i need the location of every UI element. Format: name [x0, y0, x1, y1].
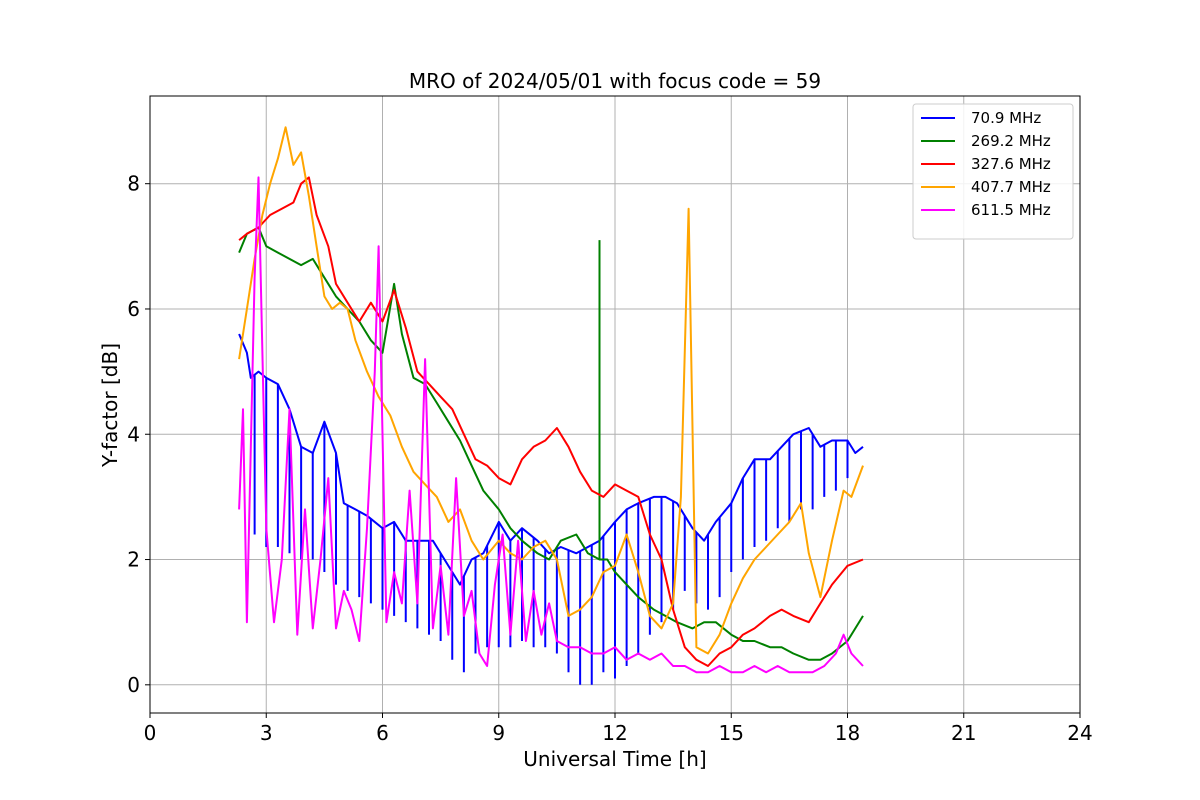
legend-entry: 611.5 MHz [971, 201, 1051, 219]
y-tick-label: 2 [127, 548, 140, 572]
x-tick-label: 3 [260, 721, 273, 745]
legend-entry: 269.2 MHz [971, 132, 1051, 150]
x-tick-label: 18 [835, 721, 860, 745]
chart-title: MRO of 2024/05/01 with focus code = 59 [409, 69, 821, 93]
x-tick-label: 12 [602, 721, 627, 745]
legend-entry: 407.7 MHz [971, 178, 1051, 196]
series-line-1 [238, 226, 864, 661]
x-tick-label: 24 [1067, 721, 1092, 745]
x-tick-label: 21 [951, 721, 976, 745]
legend: 70.9 MHz 269.2 MHz 327.6 MHz 407.7 MHz 611.5… [912, 103, 1074, 240]
x-tick-label: 6 [376, 721, 389, 745]
series-line-0 [238, 333, 864, 586]
y-axis-label: Y-factor [dB] [98, 343, 122, 468]
legend-entry: 70.9 MHz [971, 109, 1041, 127]
y-tick-label: 6 [127, 297, 140, 321]
y-tick-label: 4 [127, 422, 140, 446]
legend-entry: 327.6 MHz [971, 155, 1051, 173]
x-axis-label: Universal Time [h] [523, 747, 706, 771]
series-layer [238, 126, 864, 685]
x-tick-label: 0 [144, 721, 157, 745]
series-line-3 [238, 126, 864, 655]
x-tick-label: 9 [492, 721, 505, 745]
series-line-4 [238, 176, 864, 674]
x-tick-label: 15 [719, 721, 744, 745]
legend-box [912, 103, 1074, 240]
y-tick-label: 0 [127, 673, 140, 697]
series-line-2 [238, 176, 864, 667]
y-tick-label: 8 [127, 172, 140, 196]
